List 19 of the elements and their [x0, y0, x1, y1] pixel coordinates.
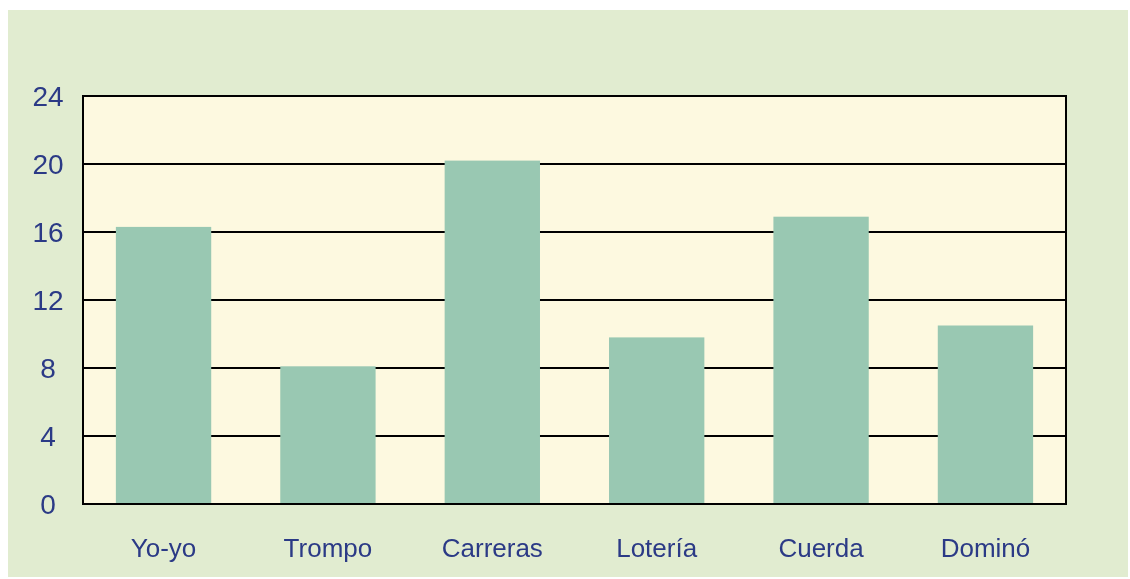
bar: [773, 216, 869, 504]
x-tick-label: Carreras: [441, 533, 543, 563]
y-tick-label: 0: [40, 488, 56, 520]
bar: [444, 160, 540, 504]
x-tick-label: Lotería: [616, 533, 698, 563]
y-tick-label: 20: [32, 148, 64, 180]
x-tick-label: Yo-yo: [130, 533, 197, 563]
bar: [280, 366, 376, 504]
y-tick-label: 12: [32, 284, 64, 316]
y-tick-label: 8: [40, 352, 56, 384]
y-tick-label: 4: [40, 420, 56, 452]
bar: [115, 226, 212, 504]
x-tick-label: Trompo: [283, 533, 373, 563]
bar: [937, 325, 1034, 504]
bar: [609, 337, 705, 504]
x-tick-label: Cuerda: [778, 533, 865, 563]
y-tick-label: 16: [32, 216, 64, 248]
y-tick-label: 24: [32, 80, 64, 112]
x-tick-label: Dominó: [940, 533, 1031, 563]
